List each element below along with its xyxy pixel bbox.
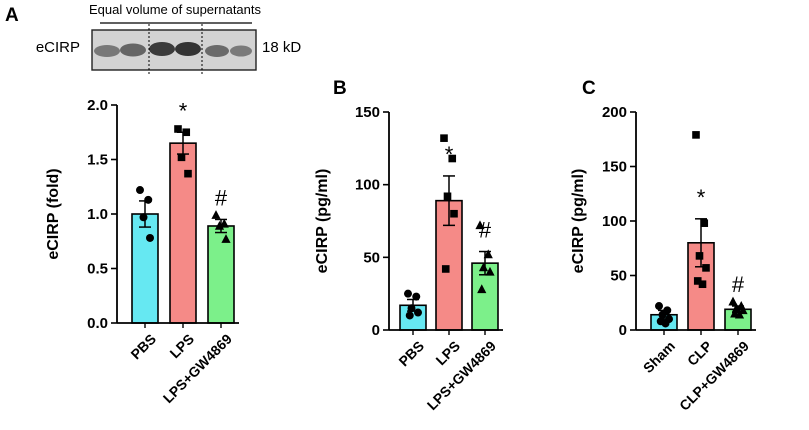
panel-letter-blot: A [5,5,19,26]
data-point [693,277,702,285]
data-point [700,219,709,227]
blot-band [175,42,201,56]
data-point [211,210,221,219]
x-tick-label: LPS [166,331,197,362]
data-point [414,308,422,317]
data-point [738,305,748,315]
data-point [695,252,704,260]
data-point [182,128,191,137]
x-tick-label: LPS+GW4869 [160,331,236,407]
blot-band [120,43,146,57]
data-point [441,265,450,273]
data-point [443,192,452,201]
significance-marker: # [479,218,492,243]
data-point [184,169,192,178]
y-tick-label: 200 [602,104,627,121]
data-point [219,218,229,228]
data-point [144,195,153,204]
data-point [214,220,225,230]
data-point [405,311,414,320]
data-point [407,304,416,313]
panel-letter-b: B [333,78,347,99]
y-tick-label: 0.0 [87,315,108,332]
y-axis-label: eCIRP (pg/ml) [570,169,587,274]
blot-band [94,45,120,57]
data-point [450,209,458,218]
y-tick-label: 0 [619,322,627,339]
y-tick-label: 50 [610,268,627,285]
blot-size-label: 18 kD [262,39,301,56]
bar-lps [169,142,197,324]
y-tick-label: 2.0 [87,97,108,114]
data-point [448,154,457,163]
data-point [734,309,745,319]
y-tick-label: 100 [602,213,627,230]
blot-caption: Equal volume of supernatants [89,2,261,17]
data-point [221,234,231,243]
data-point [661,319,670,328]
significance-marker: # [732,272,745,297]
data-point [698,280,707,289]
significance-marker: * [697,185,706,210]
data-point [139,213,148,222]
y-axis-label: eCIRP (fold) [45,168,62,259]
data-point [485,266,495,276]
y-tick-label: 100 [355,177,380,194]
bar-lps-gw4869 [207,225,235,324]
data-point [146,233,154,242]
x-tick-label: PBS [127,331,159,363]
data-point [478,262,489,272]
x-tick-label: Sham [640,338,678,376]
data-point [692,131,700,139]
panel-letter-c: C [582,78,596,99]
x-tick-label: PBS [395,338,427,370]
blot-band [149,42,175,56]
y-axis-label: eCIRP (pg/ml) [314,169,331,274]
data-point [136,186,144,195]
data-point [412,292,421,301]
western-blot: A Equal volume of supernatants eCIRP 18 … [5,2,301,76]
data-point [483,249,493,259]
data-point [728,296,738,306]
data-point [658,310,667,319]
data-point [440,134,448,142]
y-tick-label: 150 [602,159,627,176]
y-tick-label: 1.5 [87,152,108,169]
data-point [404,289,412,298]
data-point [475,220,485,230]
y-tick-label: 0 [372,322,380,339]
x-tick-label: LPS [432,338,463,369]
data-point [177,153,186,162]
blot-band [205,45,229,57]
data-point [702,264,710,272]
significance-marker: # [215,185,228,210]
significance-marker: * [179,98,188,123]
y-tick-label: 150 [355,104,380,121]
data-point [477,284,487,294]
y-tick-label: 0.5 [87,261,108,278]
data-point [174,125,182,133]
bar-pbs [131,213,159,324]
blot-protein-label: eCIRP [36,39,80,56]
x-tick-label: CLP [684,338,715,369]
blot-bands [94,42,252,57]
blot-band [230,45,252,57]
data-point [655,302,663,311]
y-tick-label: 50 [363,249,380,266]
y-tick-label: 1.0 [87,206,108,223]
significance-marker: * [445,142,454,167]
